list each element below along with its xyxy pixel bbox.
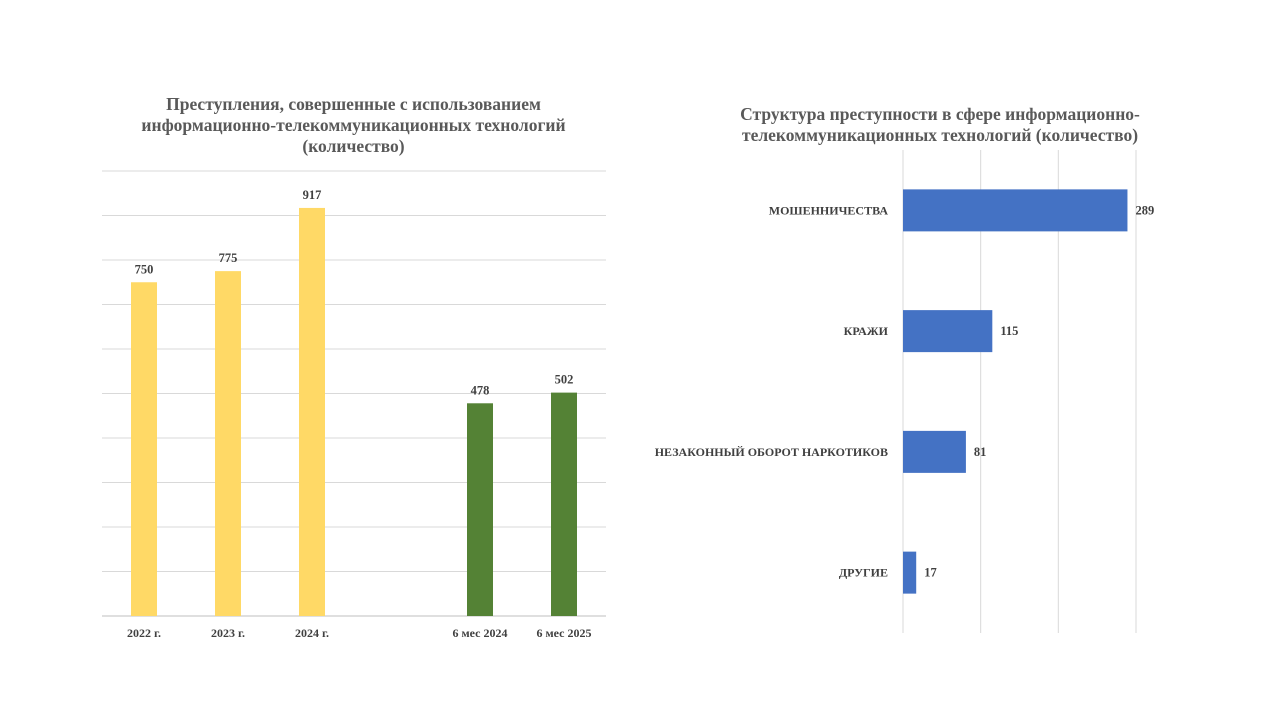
right-category-label: МОШЕННИЧЕСТВА <box>769 203 889 217</box>
left-bar-value-label: 775 <box>219 251 238 265</box>
left-bar-value-label: 502 <box>555 373 574 387</box>
left-category-label: 2022 г. <box>127 626 161 640</box>
right-bar-value-label: 289 <box>1135 203 1154 217</box>
right-bar <box>903 551 917 594</box>
left-bar <box>551 392 577 616</box>
right-bar-value-label: 17 <box>924 566 937 580</box>
left-category-label: 2024 г. <box>295 626 329 640</box>
right-bar <box>903 189 1128 232</box>
right-category-label: НЕЗАКОННЫЙ ОБОРОТ НАРКОТИКОВ <box>655 445 888 459</box>
left-bar <box>131 282 157 616</box>
left-bar-value-label: 917 <box>303 188 322 202</box>
right-category-label: ДРУГИЕ <box>839 566 888 580</box>
right-category-label: КРАЖИ <box>844 324 889 338</box>
right-bar <box>903 430 966 473</box>
left-bar-value-label: 750 <box>135 262 154 276</box>
left-category-label: 6 мес 2024 <box>453 626 508 640</box>
right-chart-title: Структура преступности в сфере информаци… <box>740 104 1140 145</box>
right-bar-value-label: 115 <box>1000 324 1018 338</box>
left-bar <box>467 403 493 616</box>
left-bar-value-label: 478 <box>471 383 490 397</box>
left-bar <box>299 207 325 616</box>
right-bar <box>903 310 993 353</box>
left-category-label: 6 мес 2025 <box>537 626 592 640</box>
right-bar-value-label: 81 <box>974 445 987 459</box>
left-category-label: 2023 г. <box>211 626 245 640</box>
left-bar <box>215 271 241 616</box>
left-chart-title: Преступления, совершенные с использовани… <box>141 94 566 156</box>
